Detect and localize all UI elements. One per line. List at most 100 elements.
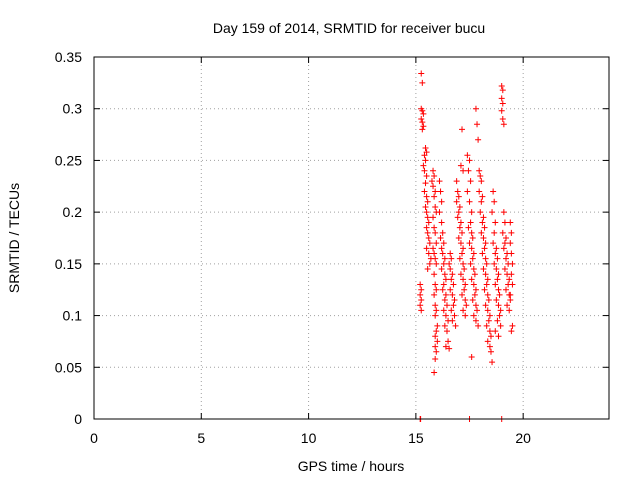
data-point xyxy=(491,229,498,236)
data-point xyxy=(428,178,435,185)
y-tick-label: 0.05 xyxy=(55,359,82,375)
data-point xyxy=(468,229,475,236)
data-point xyxy=(431,250,438,257)
x-tick-label: 0 xyxy=(90,430,98,446)
data-point xyxy=(463,302,470,309)
data-point xyxy=(465,167,472,174)
data-point xyxy=(506,276,513,283)
data-point xyxy=(508,271,515,278)
data-point xyxy=(479,250,486,257)
data-point xyxy=(447,266,454,273)
data-point xyxy=(476,188,483,195)
data-point xyxy=(452,322,459,329)
data-point xyxy=(440,307,447,314)
data-point xyxy=(477,209,484,216)
data-point xyxy=(443,328,450,335)
data-point xyxy=(466,240,473,247)
data-point xyxy=(484,307,491,314)
data-point xyxy=(490,240,497,247)
data-point xyxy=(470,266,477,273)
data-point xyxy=(456,203,463,210)
data-point xyxy=(440,240,447,247)
data-point xyxy=(476,167,483,174)
data-point xyxy=(468,276,475,283)
data-point xyxy=(437,235,444,241)
data-point xyxy=(439,286,446,293)
data-point xyxy=(462,281,469,288)
data-point xyxy=(499,116,506,123)
data-point xyxy=(461,266,468,273)
data-point xyxy=(420,162,427,169)
data-point xyxy=(432,312,439,319)
data-point xyxy=(468,209,475,216)
data-point xyxy=(451,297,458,304)
data-point xyxy=(498,82,505,89)
data-point xyxy=(425,250,432,257)
data-point xyxy=(431,224,438,231)
data-point xyxy=(500,121,507,128)
data-point xyxy=(447,250,454,257)
data-point xyxy=(421,167,428,174)
data-point xyxy=(486,328,493,335)
data-point xyxy=(418,307,425,314)
data-point xyxy=(461,286,468,293)
data-point xyxy=(469,255,476,262)
y-tick-label: 0.25 xyxy=(55,152,82,168)
data-point xyxy=(459,126,466,133)
data-point xyxy=(503,235,509,241)
data-point xyxy=(448,255,455,262)
y-axis-label: SRMTID / TECUs xyxy=(6,183,22,293)
data-point xyxy=(469,235,476,241)
data-point xyxy=(430,183,437,190)
data-point xyxy=(439,229,446,236)
data-point xyxy=(441,255,448,262)
data-point xyxy=(431,271,438,278)
data-point xyxy=(423,172,430,179)
y-tick-label: 0.2 xyxy=(63,204,83,220)
data-point xyxy=(478,198,485,205)
data-point xyxy=(442,291,449,298)
data-point xyxy=(487,333,494,340)
data-point xyxy=(446,345,453,352)
data-point xyxy=(432,203,439,210)
data-point xyxy=(466,198,473,205)
data-point xyxy=(500,209,507,216)
data-point xyxy=(441,297,448,304)
data-point xyxy=(500,245,507,252)
data-point xyxy=(433,348,440,355)
data-point xyxy=(498,107,505,114)
data-point xyxy=(474,307,481,314)
data-point xyxy=(442,343,449,350)
plot-frame xyxy=(93,56,610,420)
data-point xyxy=(492,328,499,335)
data-point xyxy=(477,172,484,179)
data-point xyxy=(449,317,456,324)
x-tick-label: 20 xyxy=(515,430,531,446)
data-point xyxy=(480,214,487,221)
data-point xyxy=(470,281,477,288)
data-point xyxy=(483,260,490,267)
data-point xyxy=(441,322,448,329)
data-point xyxy=(431,291,438,298)
data-point xyxy=(457,271,464,278)
data-point xyxy=(449,271,456,278)
data-point xyxy=(489,209,496,216)
data-point xyxy=(484,291,491,298)
data-point xyxy=(478,229,485,236)
data-point xyxy=(424,266,431,273)
data-point xyxy=(468,353,475,360)
data-point xyxy=(474,121,481,128)
data-point xyxy=(419,107,426,114)
data-point xyxy=(495,271,502,278)
data-point xyxy=(430,214,437,221)
data-point xyxy=(503,255,509,262)
data-point xyxy=(419,126,426,133)
x-tick-label: 15 xyxy=(408,430,424,446)
data-point xyxy=(451,312,458,319)
data-point xyxy=(424,229,431,236)
data-point xyxy=(499,229,506,236)
data-point xyxy=(475,322,482,329)
y-tick-label: 0.35 xyxy=(55,49,82,65)
data-point xyxy=(422,203,429,210)
y-tick-label: 0.1 xyxy=(63,308,83,324)
